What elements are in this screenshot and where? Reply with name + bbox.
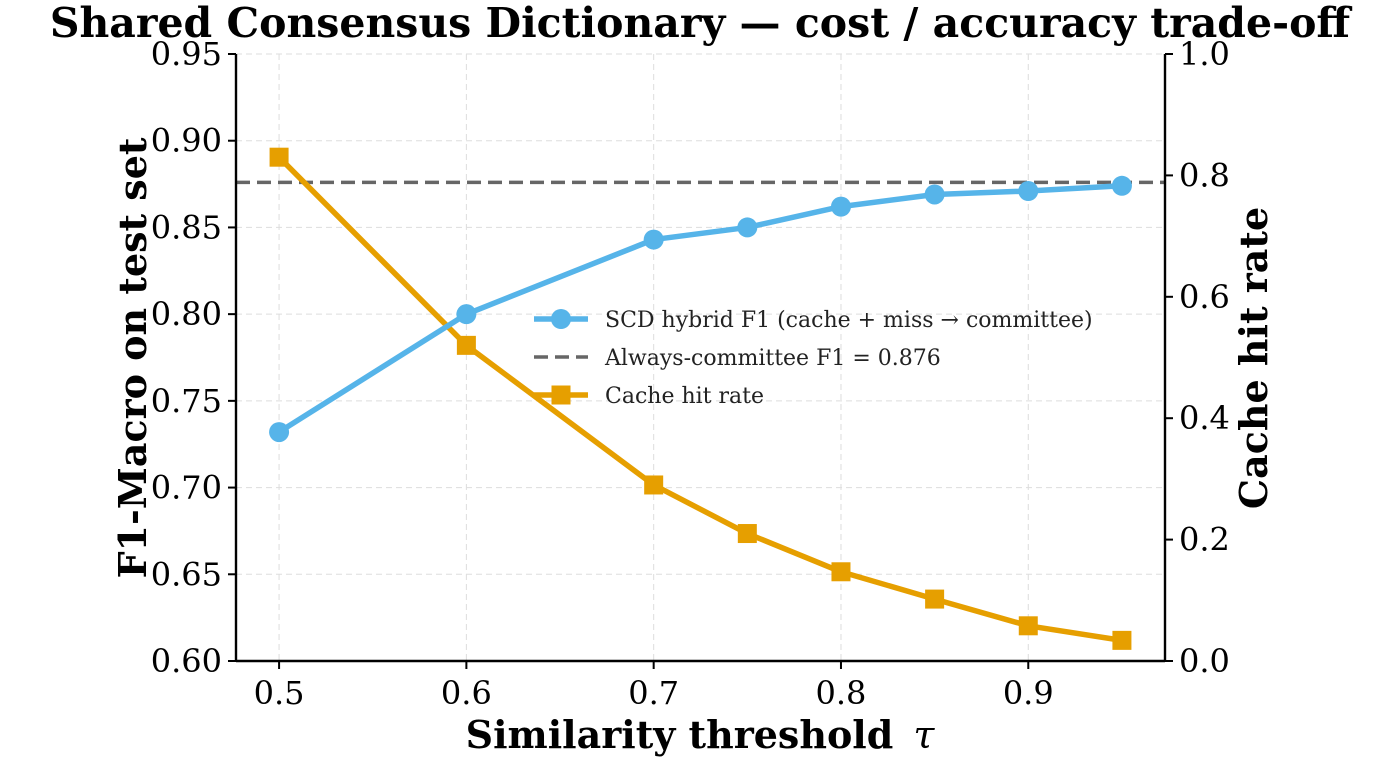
series-layer	[236, 147, 1165, 650]
x-axis-label: Similarity threshold τ	[466, 712, 936, 757]
legend: SCD hybrid F1 (cache + miss → committee)…	[534, 308, 1093, 409]
y-left-tick-label: 0.95	[151, 35, 222, 73]
tick-layer: 0.5 0.6 0.7 0.8 0.9 0.60 0.65 0.70 0.75 0.80 0.85 0…	[151, 35, 1230, 712]
legend-f1-marker	[551, 309, 571, 329]
cache-hit-rate-point	[644, 475, 664, 495]
y-left-tick-label: 0.85	[151, 208, 222, 246]
cache-hit-rate-point	[831, 562, 851, 582]
scd-hybrid-f1-line	[277, 183, 1123, 435]
legend-hit-label: Cache hit rate	[605, 384, 764, 409]
y-left-tick-label: 0.75	[151, 382, 222, 420]
y-axis-left-label: F1-Macro on test set	[110, 137, 155, 578]
legend-committee-label: Always-committee F1 = 0.876	[604, 346, 941, 371]
x-tick-label: 0.5	[254, 674, 305, 712]
y-left-tick-label: 0.70	[151, 469, 222, 507]
cache-hit-rate-line	[277, 155, 1123, 644]
x-tick-label: 0.8	[816, 674, 867, 712]
cache-hit-rate-point	[456, 335, 476, 355]
scd-hybrid-f1-point	[1018, 181, 1039, 202]
y-axis-right-label: Cache hit rate	[1231, 207, 1276, 509]
scd-hybrid-f1-point	[830, 196, 851, 217]
scd-hybrid-f1-point	[1111, 175, 1132, 196]
axes-spines	[234, 54, 1167, 663]
y-right-tick-label: 0.0	[1179, 642, 1230, 680]
legend-f1-label: SCD hybrid F1 (cache + miss → committee)	[605, 308, 1093, 333]
x-axis-label-text: Similarity threshold	[466, 712, 894, 757]
cache-hit-rate-point	[925, 589, 945, 609]
y-left-tick-label: 0.65	[151, 555, 222, 593]
x-tick-label: 0.6	[441, 674, 492, 712]
cache-hit-rate-point	[737, 524, 757, 544]
x-axis-label-symbol: τ	[913, 713, 935, 757]
y-right-tick-label: 1.0	[1179, 35, 1230, 73]
cache-hit-rate-point	[269, 147, 289, 167]
chart-title: Shared Consensus Dictionary — cost / acc…	[50, 0, 1353, 47]
y-right-tick-label: 0.6	[1179, 278, 1230, 316]
x-tick-label: 0.9	[1003, 674, 1054, 712]
y-left-tick-label: 0.60	[151, 642, 222, 680]
y-right-tick-label: 0.4	[1179, 399, 1230, 437]
x-tick-label: 0.7	[628, 674, 679, 712]
scd-hybrid-f1-point	[456, 304, 477, 325]
legend-hit-marker	[551, 385, 571, 405]
scd-hybrid-f1-point	[643, 229, 664, 250]
scd-hybrid-f1-point	[924, 184, 945, 205]
y-right-tick-label: 0.8	[1179, 156, 1230, 194]
cache-hit-rate-point	[1112, 630, 1132, 650]
scd-hybrid-f1-point	[269, 422, 290, 443]
y-left-tick-label: 0.90	[151, 122, 222, 160]
cache-hit-rate-point	[1018, 616, 1038, 636]
scd-hybrid-f1-point	[737, 217, 758, 238]
y-left-tick-label: 0.80	[151, 295, 222, 333]
y-right-tick-label: 0.2	[1179, 521, 1230, 559]
